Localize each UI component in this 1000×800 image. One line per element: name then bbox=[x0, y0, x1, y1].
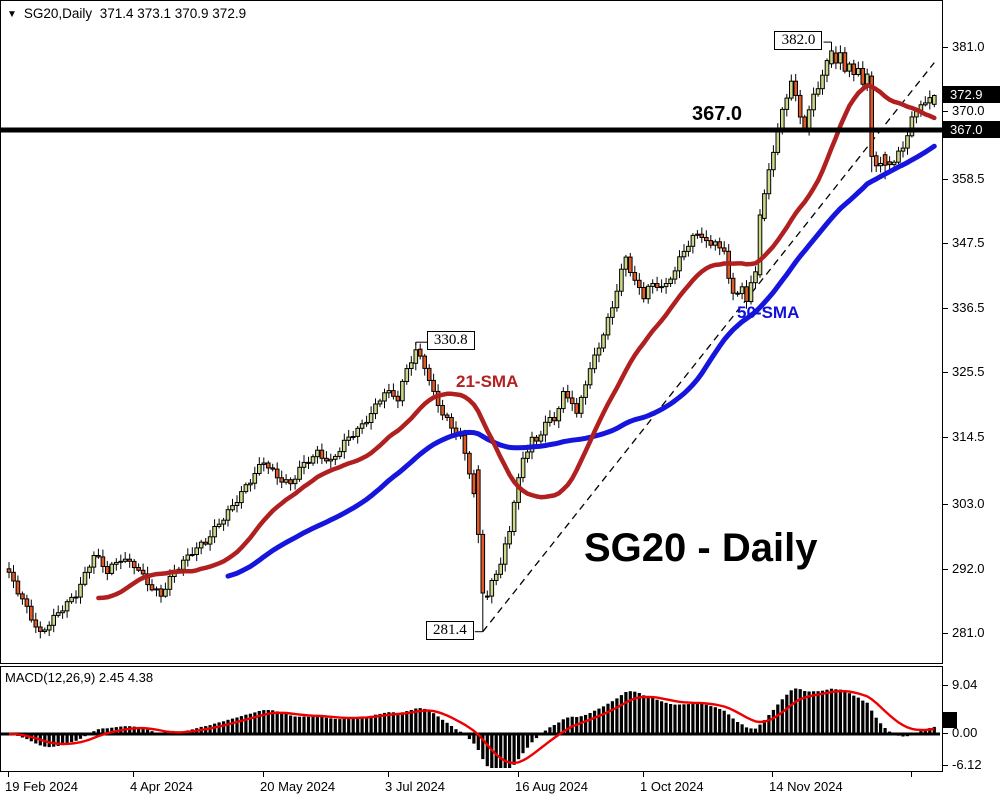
date-tick-label: 4 Apr 2024 bbox=[130, 779, 193, 794]
sma50-line bbox=[225, 143, 937, 579]
resistance-level-label: 367.0 bbox=[692, 103, 743, 125]
price-callout-382.0: 382.0 bbox=[774, 31, 823, 51]
macd-current-value-badge bbox=[943, 712, 957, 728]
price-tick-label: 336.5 bbox=[952, 300, 985, 315]
trendline bbox=[482, 62, 935, 633]
date-tick bbox=[643, 772, 644, 777]
price-tick-label: 347.5 bbox=[952, 235, 985, 250]
price-tick-label: 381.0 bbox=[952, 39, 985, 54]
macd-tick bbox=[943, 733, 948, 734]
date-tick-label: 19 Feb 2024 bbox=[5, 779, 79, 794]
price-tick bbox=[943, 179, 948, 180]
date-tick-label: 16 Aug 2024 bbox=[515, 779, 589, 794]
date-tick-label: 3 Jul 2024 bbox=[385, 779, 445, 794]
current-price-badge: 372.9 bbox=[943, 86, 1000, 103]
macd-signal-line bbox=[8, 689, 935, 765]
price-tick bbox=[943, 111, 948, 112]
price-tick-label: 303.0 bbox=[952, 496, 985, 511]
chevron-down-icon[interactable]: ▼ bbox=[7, 9, 17, 20]
price-tick bbox=[943, 372, 948, 373]
price-chart-pane[interactable] bbox=[0, 0, 943, 664]
price-tick-label: 314.5 bbox=[952, 429, 985, 444]
candlestick-series bbox=[6, 42, 937, 639]
current-price-badge: 367.0 bbox=[943, 121, 1000, 138]
price-tick-label: 281.0 bbox=[952, 625, 985, 640]
price-tick bbox=[943, 633, 948, 634]
price-tick bbox=[943, 243, 948, 244]
macd-canvas[interactable] bbox=[1, 667, 940, 769]
date-tick bbox=[518, 772, 519, 777]
price-chart-canvas[interactable] bbox=[1, 1, 942, 663]
price-tick bbox=[943, 437, 948, 438]
price-tick-label: 292.0 bbox=[952, 561, 985, 576]
price-axis[interactable]: 381.0 370.0 358.5 347.5 336.5 325.5 314.5 303.0… bbox=[943, 0, 1000, 772]
macd-header: MACD(12,26,9) 2.45 4.38 bbox=[5, 670, 154, 685]
date-tick bbox=[133, 772, 134, 777]
date-tick-label: 1 Oct 2024 bbox=[640, 779, 704, 794]
date-tick bbox=[8, 772, 9, 777]
sma50-label: 50-SMA bbox=[737, 303, 800, 322]
chart-watermark-label: SG20 - Daily bbox=[584, 526, 818, 570]
price-tick-label: 370.0 bbox=[952, 103, 985, 118]
price-callout-281.4: 281.4 bbox=[425, 620, 474, 640]
date-tick bbox=[772, 772, 773, 777]
date-tick bbox=[388, 772, 389, 777]
macd-histogram bbox=[7, 688, 936, 768]
price-tick-label: 358.5 bbox=[952, 171, 985, 186]
macd-tick bbox=[943, 765, 948, 766]
price-callout-330.8: 330.8 bbox=[426, 331, 475, 351]
sma21-line bbox=[96, 83, 937, 601]
date-tick-label: 20 May 2024 bbox=[260, 779, 336, 794]
macd-tick-label: -6.12 bbox=[952, 757, 982, 772]
symbol-header: ▼ SG20,Daily 371.4 373.1 370.9 372.9 bbox=[7, 6, 246, 21]
macd-tick bbox=[943, 685, 948, 686]
resistance-line bbox=[1, 127, 942, 133]
time-axis[interactable]: 19 Feb 2024 4 Apr 2024 20 May 2024 3 Jul 20… bbox=[0, 772, 943, 800]
price-tick-label: 325.5 bbox=[952, 364, 985, 379]
macd-indicator-pane[interactable] bbox=[0, 666, 943, 772]
macd-tick-label: 0.00 bbox=[952, 725, 978, 740]
price-tick bbox=[943, 504, 948, 505]
price-tick bbox=[943, 308, 948, 309]
symbol-name: SG20,Daily bbox=[23, 6, 93, 21]
date-tick-label: 14 Nov 2024 bbox=[769, 779, 843, 794]
sma21-label: 21-SMA bbox=[456, 372, 519, 391]
date-tick bbox=[263, 772, 264, 777]
price-tick bbox=[943, 569, 948, 570]
price-tick bbox=[943, 47, 948, 48]
date-tick bbox=[911, 772, 912, 777]
macd-tick-label: 9.04 bbox=[952, 677, 978, 692]
ohlc-values: 371.4 373.1 370.9 372.9 bbox=[99, 6, 247, 21]
